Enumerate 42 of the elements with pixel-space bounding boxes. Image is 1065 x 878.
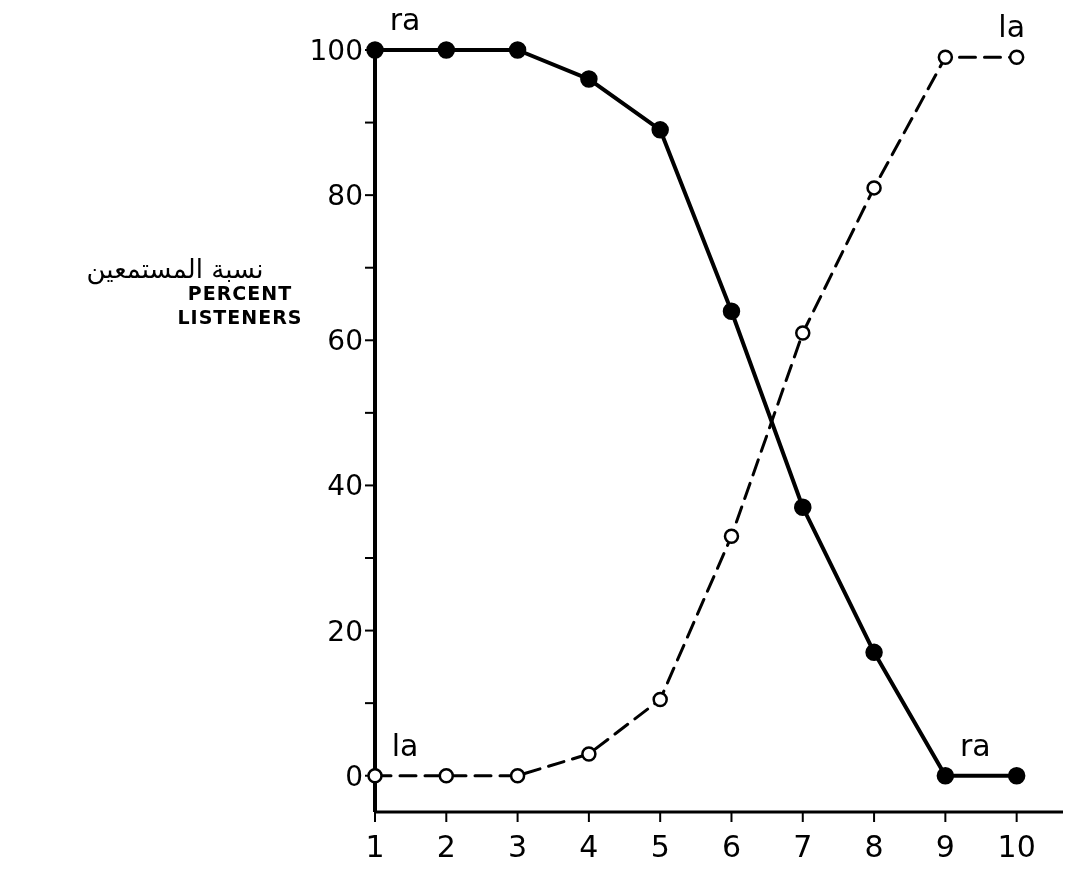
y-tick-label: 80: [327, 179, 363, 213]
point: [936, 766, 955, 785]
point: [1008, 49, 1025, 66]
point: [722, 302, 741, 321]
point: [865, 643, 883, 662]
point: [1007, 766, 1026, 785]
annotation: la: [998, 9, 1026, 45]
x-tick-label: 7: [793, 829, 813, 864]
y-axis-title: PERCENT LISTENERS: [177, 282, 303, 328]
point: [937, 49, 954, 66]
y-tick-label: 60: [327, 324, 363, 358]
annotation: ra: [960, 727, 991, 763]
point: [508, 41, 527, 59]
point: [723, 528, 740, 544]
point: [652, 691, 668, 708]
y-tick-label: 100: [309, 34, 363, 67]
x-tick-label: 3: [508, 829, 528, 864]
point: [366, 41, 384, 59]
point: [651, 121, 669, 139]
point: [795, 325, 811, 341]
point: [866, 180, 882, 196]
x-tick-label: 10: [997, 829, 1036, 864]
annotation: la: [391, 727, 419, 763]
x-tick-label: 2: [436, 829, 456, 864]
annotation: ra: [389, 2, 421, 37]
point: [437, 41, 456, 59]
x-tick-label: 9: [935, 829, 955, 864]
y-tick-label: 40: [327, 469, 363, 503]
point: [794, 498, 812, 516]
text: نسبة المستمعين: [86, 254, 264, 285]
y-tick-label: 20: [327, 614, 363, 648]
x-tick-label: 4: [579, 829, 599, 864]
x-tick-label: 8: [864, 829, 884, 864]
x-tick-label: 5: [650, 829, 670, 864]
point: [580, 70, 598, 88]
point: [438, 767, 455, 784]
point: [367, 767, 383, 784]
y-tick-label: 0: [345, 759, 363, 793]
x-tick-label: 6: [721, 829, 742, 864]
point: [581, 746, 597, 762]
x-tick-label: 1: [365, 829, 385, 864]
point: [509, 767, 526, 784]
